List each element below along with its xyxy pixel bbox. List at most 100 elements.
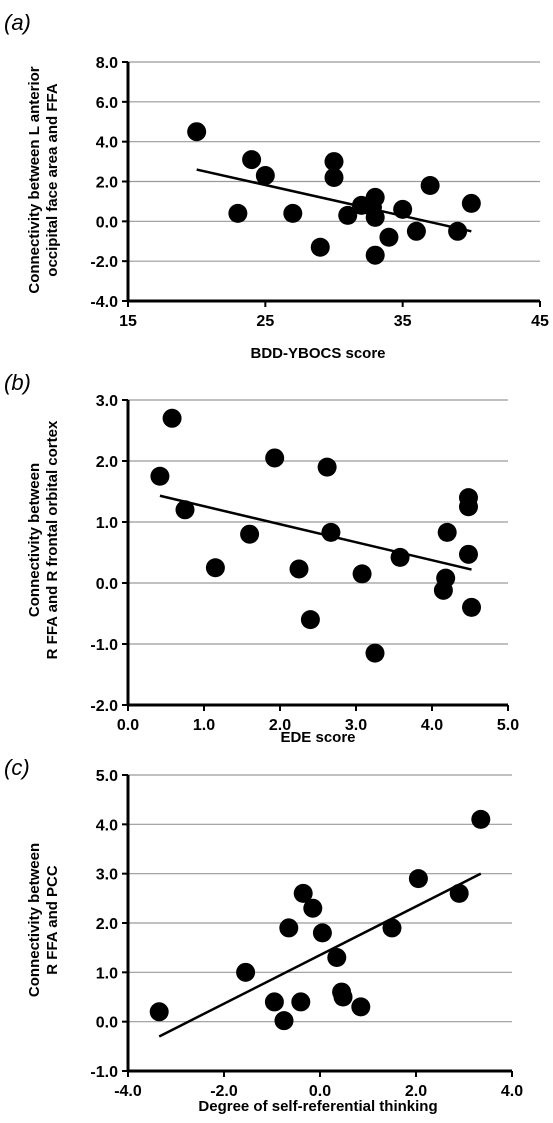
panel-b-data-point	[462, 597, 482, 617]
panel-c-data-point	[264, 992, 284, 1012]
panel-a-data-point	[365, 187, 385, 207]
panel-a-x-axis-label: BDD-YBOCS score	[250, 345, 385, 362]
panel-b-xtick-label: 0.0	[117, 717, 139, 734]
panel-a-data-point	[283, 203, 303, 223]
panel-label-a: (a)	[4, 10, 31, 35]
panel-a-data-point	[187, 122, 207, 142]
panel-a-trendline	[196, 168, 472, 233]
panel-a-data-point	[461, 193, 481, 213]
panel-c-y-axis-label: Connectivity between R FFA and PCC	[26, 843, 61, 997]
panel-b-data-point	[175, 500, 195, 520]
panel-b-ytick-label: -2.0	[90, 698, 118, 715]
panel-b-data-point	[205, 558, 225, 578]
panel-b-data-point	[458, 497, 478, 517]
panel-c-data-point	[279, 918, 299, 938]
panel-c-data-point	[274, 1011, 294, 1031]
panel-b-ytick-label: 2.0	[96, 454, 118, 471]
panel-b-xtick-label: 1.0	[193, 717, 215, 734]
panel-a-points	[187, 122, 481, 265]
panel-c-data-point	[312, 923, 332, 943]
panel-a-xticks: 15 25 35 45	[119, 301, 549, 330]
panel-c-data-point	[351, 997, 371, 1017]
panel-b-data-point	[240, 524, 260, 544]
panel-b-y-axis-label: Connectivity between R FFA and R frontal…	[26, 420, 61, 659]
panel-b-ytick-label: 0.0	[96, 576, 118, 593]
panel-a-data-point	[420, 175, 440, 195]
panel-b-grid	[128, 399, 508, 645]
panel-a-data-point	[324, 168, 344, 188]
panel-a-xtick-label: 25	[256, 313, 274, 330]
panel-b-data-point	[150, 466, 170, 486]
panel-label-b: (b)	[4, 370, 31, 395]
panel-b-data-point	[352, 564, 372, 584]
panel-b-data-point	[390, 547, 410, 567]
panel-a-data-point	[379, 227, 399, 247]
panel-c-data-point	[382, 918, 402, 938]
panel-c-data-point	[408, 869, 428, 889]
panel-c-x-axis-label: Degree of self-referential thinking	[198, 1098, 437, 1115]
panel-b-data-point	[300, 610, 320, 630]
panel-b-ytick-label: 1.0	[96, 515, 118, 532]
panel-a-ytick-label: 0.0	[96, 214, 118, 231]
panel-b-xtick-label: 3.0	[345, 717, 367, 734]
panel-b-data-point	[436, 568, 456, 588]
panel-a-data-point	[448, 221, 468, 241]
panel-b-data-point	[162, 408, 182, 428]
panel-c-ytick-label: 2.0	[96, 916, 118, 933]
panel-c-xtick-label: 4.0	[501, 1083, 523, 1100]
panel-c-yticks: -1.0 0.0 1.0 2.0 3.0 4.0 5.0	[90, 768, 128, 1081]
panel-b-points	[150, 408, 482, 663]
panel-c-data-point	[291, 992, 311, 1012]
panel-c-trendline	[158, 872, 482, 1038]
panel-c-data-point	[333, 987, 353, 1007]
panel-b-ylabel-line-1: Connectivity between	[26, 463, 43, 617]
panel-b-yticks: -2.0 -1.0 0.0 1.0 2.0 3.0	[90, 393, 128, 715]
panel-a-xtick-label: 45	[531, 313, 549, 330]
panel-a-ytick-label: 6.0	[96, 95, 118, 112]
panel-c-ytick-label: 1.0	[96, 965, 118, 982]
panel-c-ylabel-line-2: R FFA and PCC	[44, 865, 61, 975]
panel-a-ylabel-line-2: occipital face area and FFA	[44, 83, 61, 277]
panel-a-ytick-label: -4.0	[90, 294, 118, 311]
panel-c-ytick-label: -1.0	[90, 1064, 118, 1081]
panel-a-data-point	[365, 207, 385, 227]
panel-c-data-point	[471, 809, 491, 829]
panel-a-y-axis-label: Connectivity between L anterior occipita…	[26, 66, 61, 293]
panel-b-data-point	[265, 448, 285, 468]
panel-c-data-point	[293, 883, 313, 903]
panel-a-data-point	[365, 245, 385, 265]
panel-c-points	[149, 809, 491, 1031]
panel-c-grid	[128, 774, 512, 1023]
panel-c-data-point	[449, 883, 469, 903]
panel-c-ytick-label: 0.0	[96, 1015, 118, 1032]
panel-c-xtick-label: 2.0	[405, 1083, 427, 1100]
panel-c-data-point	[303, 898, 323, 918]
panel-c: (c) -1.0 0.0 1.0 2.0 3.0 4.0 5.0 -4.0 -2.0 0.0 2.…	[4, 755, 523, 1115]
panel-c-xtick-label: 0.0	[309, 1083, 331, 1100]
panel-c-ytick-label: 4.0	[96, 817, 118, 834]
panel-b: (b) -2.0 -1.0 0.0 1.0 2.0 3.0 0.0 1.0 2.0 3.0 4.0…	[4, 370, 519, 746]
panel-a-data-point	[406, 221, 426, 241]
panel-a-data-point	[228, 203, 248, 223]
panel-b-ylabel-line-2: R FFA and R frontal orbital cortex	[44, 420, 61, 659]
panel-b-data-point	[321, 522, 341, 542]
panel-b-x-axis-label: EDE score	[280, 729, 355, 746]
panel-a-xtick-label: 35	[394, 313, 412, 330]
panel-a-data-point	[393, 199, 413, 219]
panel-a-data-point	[310, 237, 330, 257]
panel-b-data-point	[317, 457, 337, 477]
panel-c-xtick-label: -2.0	[210, 1083, 238, 1100]
panel-c-xticks: -4.0 -2.0 0.0 2.0 4.0	[114, 1071, 523, 1100]
panel-b-xtick-label: 5.0	[497, 717, 519, 734]
panel-a-data-point	[242, 150, 262, 170]
panel-c-ytick-label: 3.0	[96, 867, 118, 884]
panel-b-trendline	[159, 494, 472, 571]
panel-c-xtick-label: -4.0	[114, 1083, 142, 1100]
panel-b-ytick-label: 3.0	[96, 393, 118, 410]
panel-a: (a) -4.0 -2.0 0.0 2.0 4.0 6.0 8.0 15 25 35 45 BDD…	[4, 10, 549, 362]
panel-a-xtick-label: 15	[119, 313, 137, 330]
panel-b-xtick-label: 2.0	[269, 717, 291, 734]
panel-c-data-point	[236, 962, 256, 982]
panel-c-ylabel-line-1: Connectivity between	[26, 843, 43, 997]
panel-b-data-point	[365, 643, 385, 663]
